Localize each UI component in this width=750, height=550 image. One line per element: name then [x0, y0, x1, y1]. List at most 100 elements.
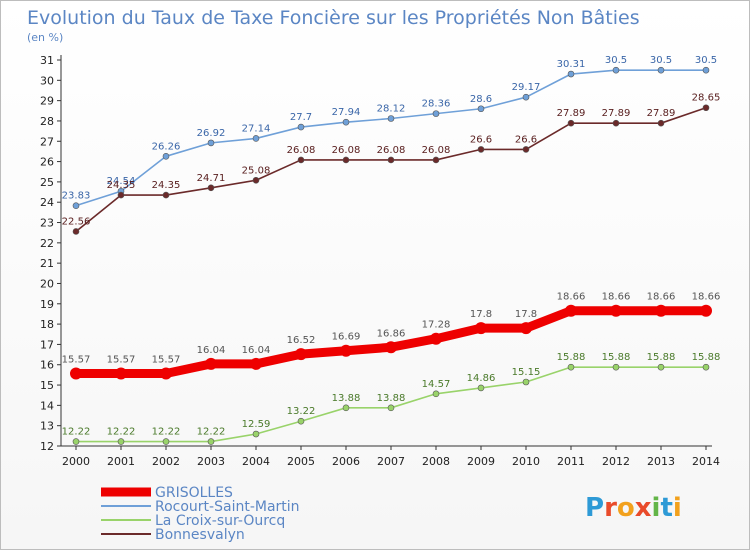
data-point — [430, 332, 442, 345]
data-label: 28.12 — [377, 104, 406, 115]
y-tick-label: 29 — [40, 95, 54, 108]
y-tick-label: 15 — [40, 379, 54, 392]
data-label: 13.88 — [332, 393, 361, 404]
y-tick-label: 14 — [40, 399, 54, 412]
logo-letter: o — [617, 493, 635, 523]
data-point — [567, 70, 575, 78]
data-point — [702, 66, 710, 74]
data-label: 30.31 — [557, 59, 586, 70]
data-label: 27.7 — [290, 112, 312, 123]
logo-letter: i — [652, 493, 661, 523]
data-point — [207, 139, 215, 147]
series-points — [70, 66, 712, 445]
data-point — [657, 363, 665, 371]
x-tick-label: 2008 — [422, 455, 450, 468]
y-tick-label: 21 — [40, 257, 54, 270]
data-label: 24.35 — [152, 180, 181, 191]
x-ticks: 2000 2001 2002 2003 2004 2005 2006 2007 2008 2009… — [62, 446, 720, 468]
logo-letter: x — [635, 493, 652, 523]
data-point — [207, 184, 215, 192]
data-point — [612, 363, 620, 371]
data-label: 15.88 — [647, 352, 676, 363]
data-point — [702, 104, 710, 112]
data-point — [432, 156, 440, 164]
data-label: 26.6 — [470, 134, 492, 145]
data-point — [610, 304, 622, 317]
data-point — [432, 390, 440, 398]
legend-label: La Croix-sur-Ourcq — [155, 513, 285, 529]
x-tick-label: 2003 — [197, 455, 225, 468]
chart-subtitle: (en %) — [27, 31, 63, 44]
data-point — [162, 191, 170, 199]
data-label: 12.22 — [197, 427, 226, 438]
data-point — [657, 66, 665, 74]
data-label: 16.69 — [332, 332, 361, 343]
data-point — [522, 146, 530, 153]
axes — [60, 55, 712, 447]
data-point — [117, 438, 125, 445]
data-point — [252, 135, 260, 142]
y-tick-label: 22 — [40, 237, 54, 250]
data-point — [342, 404, 350, 412]
data-label: 16.86 — [377, 328, 406, 339]
y-tick-label: 30 — [40, 74, 54, 87]
data-label: 24.71 — [197, 173, 226, 184]
data-point — [477, 384, 485, 392]
y-tick-label: 27 — [40, 135, 54, 148]
data-point — [522, 93, 530, 101]
data-label: 14.86 — [467, 373, 496, 384]
data-label: 24.54 — [107, 176, 136, 187]
data-point — [387, 404, 395, 412]
data-label: 28.36 — [422, 99, 451, 110]
data-point — [297, 123, 305, 131]
logo-letter: i — [673, 493, 682, 523]
data-label: 12.22 — [107, 427, 136, 438]
data-point — [522, 378, 530, 386]
y-tick-label: 20 — [40, 277, 54, 290]
data-point — [115, 367, 127, 380]
data-label: 24.35 — [107, 180, 136, 191]
x-tick-label: 2009 — [467, 455, 495, 468]
data-point — [655, 304, 667, 317]
data-label: 12.59 — [242, 419, 271, 430]
data-labels: 23.83 24.54 26.26 26.92 27.14 27.7 27.94 28.12 2… — [62, 55, 721, 437]
data-label: 25.08 — [242, 165, 271, 176]
legend-label: GRISOLLES — [155, 485, 233, 501]
data-label: 14.57 — [422, 379, 451, 390]
data-label: 28.6 — [470, 94, 492, 105]
data-label: 27.14 — [242, 123, 271, 134]
data-point — [162, 438, 170, 445]
data-label: 30.5 — [650, 55, 672, 66]
data-label: 26.6 — [515, 134, 537, 145]
data-point — [477, 146, 485, 153]
y-tick-label: 12 — [40, 440, 54, 453]
y-tick-label: 23 — [40, 217, 54, 230]
data-label: 18.66 — [647, 292, 676, 303]
y-tick-label: 31 — [40, 54, 54, 67]
data-point — [700, 304, 712, 317]
data-label: 29.17 — [512, 82, 541, 93]
x-tick-label: 2000 — [62, 455, 90, 468]
x-tick-label: 2012 — [602, 455, 630, 468]
data-label: 26.08 — [422, 145, 451, 156]
y-ticks: 12 13 14 15 16 17 18 19 20 21 22 23 24 25 26 27 28 29 30 31 — [40, 54, 61, 453]
data-point — [250, 357, 262, 370]
y-tick-label: 16 — [40, 359, 54, 372]
data-label: 26.08 — [287, 145, 316, 156]
data-point — [295, 348, 307, 361]
x-tick-label: 2010 — [512, 455, 540, 468]
data-point — [160, 367, 172, 380]
x-tick-label: 2002 — [152, 455, 180, 468]
data-label: 30.5 — [605, 55, 627, 66]
proxiti-logo: Proxiti — [585, 493, 682, 523]
x-tick-label: 2001 — [107, 455, 135, 468]
data-label: 27.89 — [602, 108, 631, 119]
data-label: 17.28 — [422, 320, 451, 331]
x-tick-label: 2005 — [287, 455, 315, 468]
data-point — [342, 118, 350, 126]
data-label: 30.5 — [695, 55, 717, 66]
data-point — [72, 202, 80, 209]
data-label: 18.66 — [557, 292, 586, 303]
y-tick-label: 28 — [40, 115, 54, 128]
